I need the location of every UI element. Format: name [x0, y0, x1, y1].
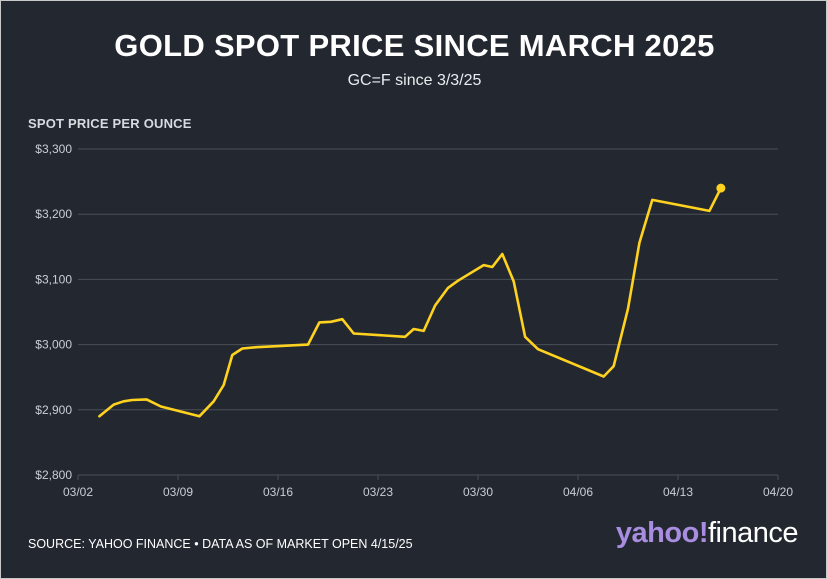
- y-tick-labels: $2,800 $2,900 $3,000 $3,100 $3,200 $3,300: [35, 142, 72, 482]
- x-tick-label: 04/20: [763, 485, 793, 499]
- brand-finance: finance: [707, 517, 799, 549]
- series-line-gold-price: [98, 186, 723, 418]
- y-tick-label: $3,100: [35, 272, 72, 286]
- x-tick-labels: 03/02 03/09 03/16 03/23 03/30 04/06 04/13 04/20: [63, 475, 793, 499]
- x-tick-label: 03/09: [163, 485, 193, 499]
- yahoo-finance-logo: yahoo!finance: [615, 517, 799, 550]
- y-tick-label: $2,800: [35, 468, 72, 482]
- brand-yahoo: yahoo!: [615, 517, 709, 549]
- y-tick-label: $3,200: [35, 207, 72, 221]
- x-tick-label: 03/02: [63, 485, 93, 499]
- end-point-marker: [716, 183, 726, 193]
- y-tick-label: $3,000: [35, 338, 72, 352]
- x-tick-label: 03/23: [363, 485, 393, 499]
- chart-subtitle: GC=F since 3/3/25: [347, 72, 482, 89]
- y-axis-title: SPOT PRICE PER OUNCE: [28, 116, 192, 131]
- chart-title: GOLD SPOT PRICE SINCE MARCH 2025: [114, 28, 715, 63]
- series-layer: [98, 183, 726, 418]
- source-note: SOURCE: YAHOO FINANCE • DATA AS OF MARKE…: [28, 537, 413, 551]
- x-tick-label: 03/30: [463, 485, 493, 499]
- gridlines: [78, 148, 778, 476]
- y-tick-label: $3,300: [35, 142, 72, 156]
- y-tick-label: $2,900: [35, 403, 72, 417]
- x-tick-label: 04/13: [663, 485, 693, 499]
- x-tick-label: 03/16: [263, 485, 293, 499]
- x-tick-label: 04/06: [563, 485, 593, 499]
